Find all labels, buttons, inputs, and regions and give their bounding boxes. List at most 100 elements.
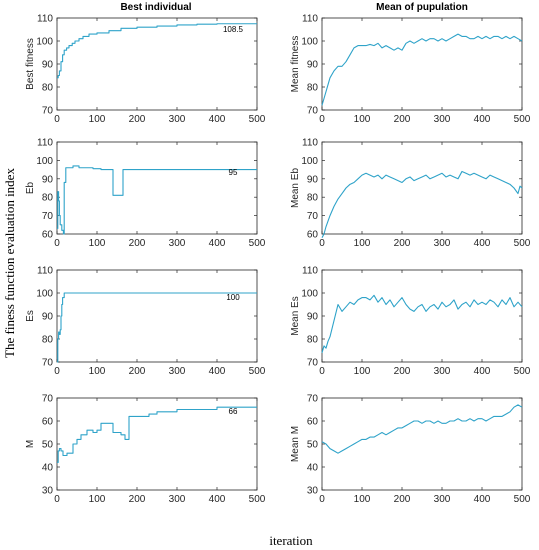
x-tick-label: 300 [169,114,186,125]
y-tick-label: 90 [42,60,54,71]
x-tick-label: 400 [209,114,226,125]
y-tick-label: 90 [307,60,319,71]
final-value-annotation: 100 [226,293,240,302]
x-tick-label: 400 [209,494,226,505]
figure-x-label: iteration [269,533,313,548]
x-tick-label: 300 [434,114,451,125]
x-tick-label: 500 [514,238,531,249]
y-tick-label: 60 [42,230,54,241]
y-tick-label: 110 [302,14,318,25]
x-tick-label: 200 [129,366,146,377]
series-line [321,170,523,238]
x-tick-label: 300 [169,494,186,505]
axis-y-label: Mean M [290,426,301,462]
x-tick-label: 100 [89,494,106,505]
axes-frame [321,141,523,235]
y-tick-label: 60 [42,417,54,428]
y-tick-label: 100 [36,156,53,167]
x-tick-label: 200 [129,114,146,125]
x-tick-label: 300 [434,366,451,377]
y-tick-label: 110 [37,266,53,277]
y-tick-label: 70 [307,394,319,405]
y-tick-label: 70 [307,211,319,222]
series-line [321,294,523,353]
y-tick-label: 50 [307,440,319,451]
x-tick-label: 0 [54,494,60,505]
y-tick-label: 80 [307,335,319,346]
final-value-annotation: 108.5 [223,25,244,34]
y-tick-label: 80 [42,83,54,94]
x-tick-label: 500 [514,494,531,505]
x-tick-label: 200 [129,238,146,249]
y-tick-label: 100 [36,37,53,48]
series-line [57,292,257,363]
series-line [321,404,523,454]
x-tick-label: 0 [319,366,325,377]
x-tick-label: 400 [474,494,491,505]
x-tick-label: 100 [89,366,106,377]
x-tick-label: 0 [54,114,60,125]
subplot-6: 0 100 200 300 400 500 30 40 50 60 70 M 66 [25,394,266,506]
y-tick-label: 70 [42,358,54,369]
x-tick-label: 500 [514,114,531,125]
axis-y-label: Mean fitness [290,36,301,93]
x-tick-label: 100 [354,238,371,249]
x-tick-label: 200 [394,114,411,125]
axis-y-label: Eb [25,181,36,194]
x-tick-label: 200 [394,238,411,249]
axis-y-label: Mean Es [290,296,301,335]
y-tick-label: 80 [42,335,54,346]
y-tick-label: 50 [42,440,54,451]
x-tick-label: 300 [169,366,186,377]
y-tick-label: 40 [42,463,54,474]
x-tick-label: 500 [249,114,266,125]
y-tick-label: 70 [42,211,54,222]
subplot-5: 0 100 200 300 400 500 70 80 90 100 110 Mean Es [290,266,531,378]
y-tick-label: 60 [307,230,319,241]
axes-frame [321,17,523,111]
x-tick-label: 200 [129,494,146,505]
y-tick-label: 30 [307,486,319,497]
axes-frame [321,397,523,491]
x-tick-label: 100 [89,114,106,125]
y-tick-label: 70 [307,106,319,117]
x-tick-label: 500 [514,366,531,377]
subplot-2: 0 100 200 300 400 500 60 70 80 90 100 110 Eb 95 [25,138,266,250]
y-tick-label: 110 [37,14,53,25]
x-tick-label: 400 [474,366,491,377]
x-tick-label: 300 [434,238,451,249]
x-tick-label: 0 [319,238,325,249]
x-tick-label: 0 [54,238,60,249]
axis-y-label: Mean Eb [290,168,301,208]
y-tick-label: 100 [301,156,318,167]
y-tick-label: 90 [42,174,54,185]
y-tick-label: 40 [307,463,319,474]
figure-y-label: The finess function evaluation index [2,168,17,358]
x-tick-label: 400 [209,366,226,377]
series-line [57,406,257,463]
y-tick-label: 100 [36,289,53,300]
subplot-3: 0 100 200 300 400 500 60 70 80 90 100 110 Mean Eb [290,138,531,250]
x-tick-label: 500 [249,366,266,377]
x-tick-label: 400 [474,114,491,125]
x-tick-label: 0 [319,114,325,125]
y-tick-label: 90 [42,312,54,323]
axes-frame [56,17,258,111]
y-tick-label: 80 [42,193,54,204]
y-tick-label: 30 [42,486,54,497]
x-tick-label: 200 [394,366,411,377]
y-tick-label: 70 [307,358,319,369]
y-tick-label: 70 [42,394,54,405]
x-tick-label: 100 [354,494,371,505]
y-tick-label: 100 [301,289,318,300]
x-tick-label: 400 [209,238,226,249]
subplot-0: 0 100 200 300 400 500 70 80 90 100 110 Best fitness… [25,14,266,126]
axis-y-label: Es [25,310,36,322]
x-tick-label: 500 [249,494,266,505]
x-tick-label: 0 [319,494,325,505]
y-tick-label: 110 [37,138,53,149]
y-tick-label: 90 [307,312,319,323]
